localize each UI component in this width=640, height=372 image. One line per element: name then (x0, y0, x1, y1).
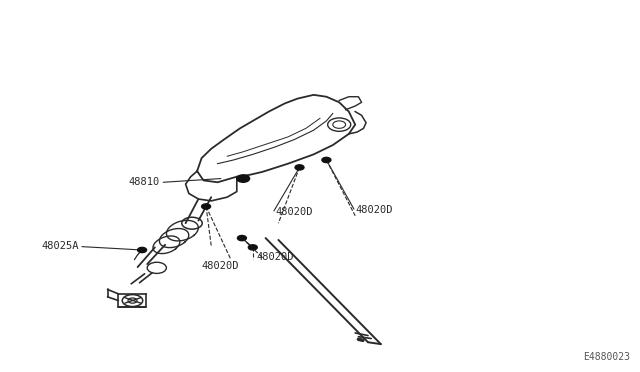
Text: 48810: 48810 (128, 177, 159, 187)
Circle shape (138, 247, 147, 253)
Circle shape (237, 235, 246, 241)
Text: 48020D: 48020D (256, 252, 294, 262)
Circle shape (322, 157, 331, 163)
Text: 48025A: 48025A (42, 241, 79, 250)
Text: 48020D: 48020D (202, 261, 239, 271)
Text: 48020D: 48020D (355, 205, 393, 215)
Text: 48020D: 48020D (275, 207, 313, 217)
Text: E4880023: E4880023 (584, 352, 630, 362)
Circle shape (295, 165, 304, 170)
Circle shape (237, 175, 250, 182)
Circle shape (202, 204, 211, 209)
Circle shape (248, 245, 257, 250)
